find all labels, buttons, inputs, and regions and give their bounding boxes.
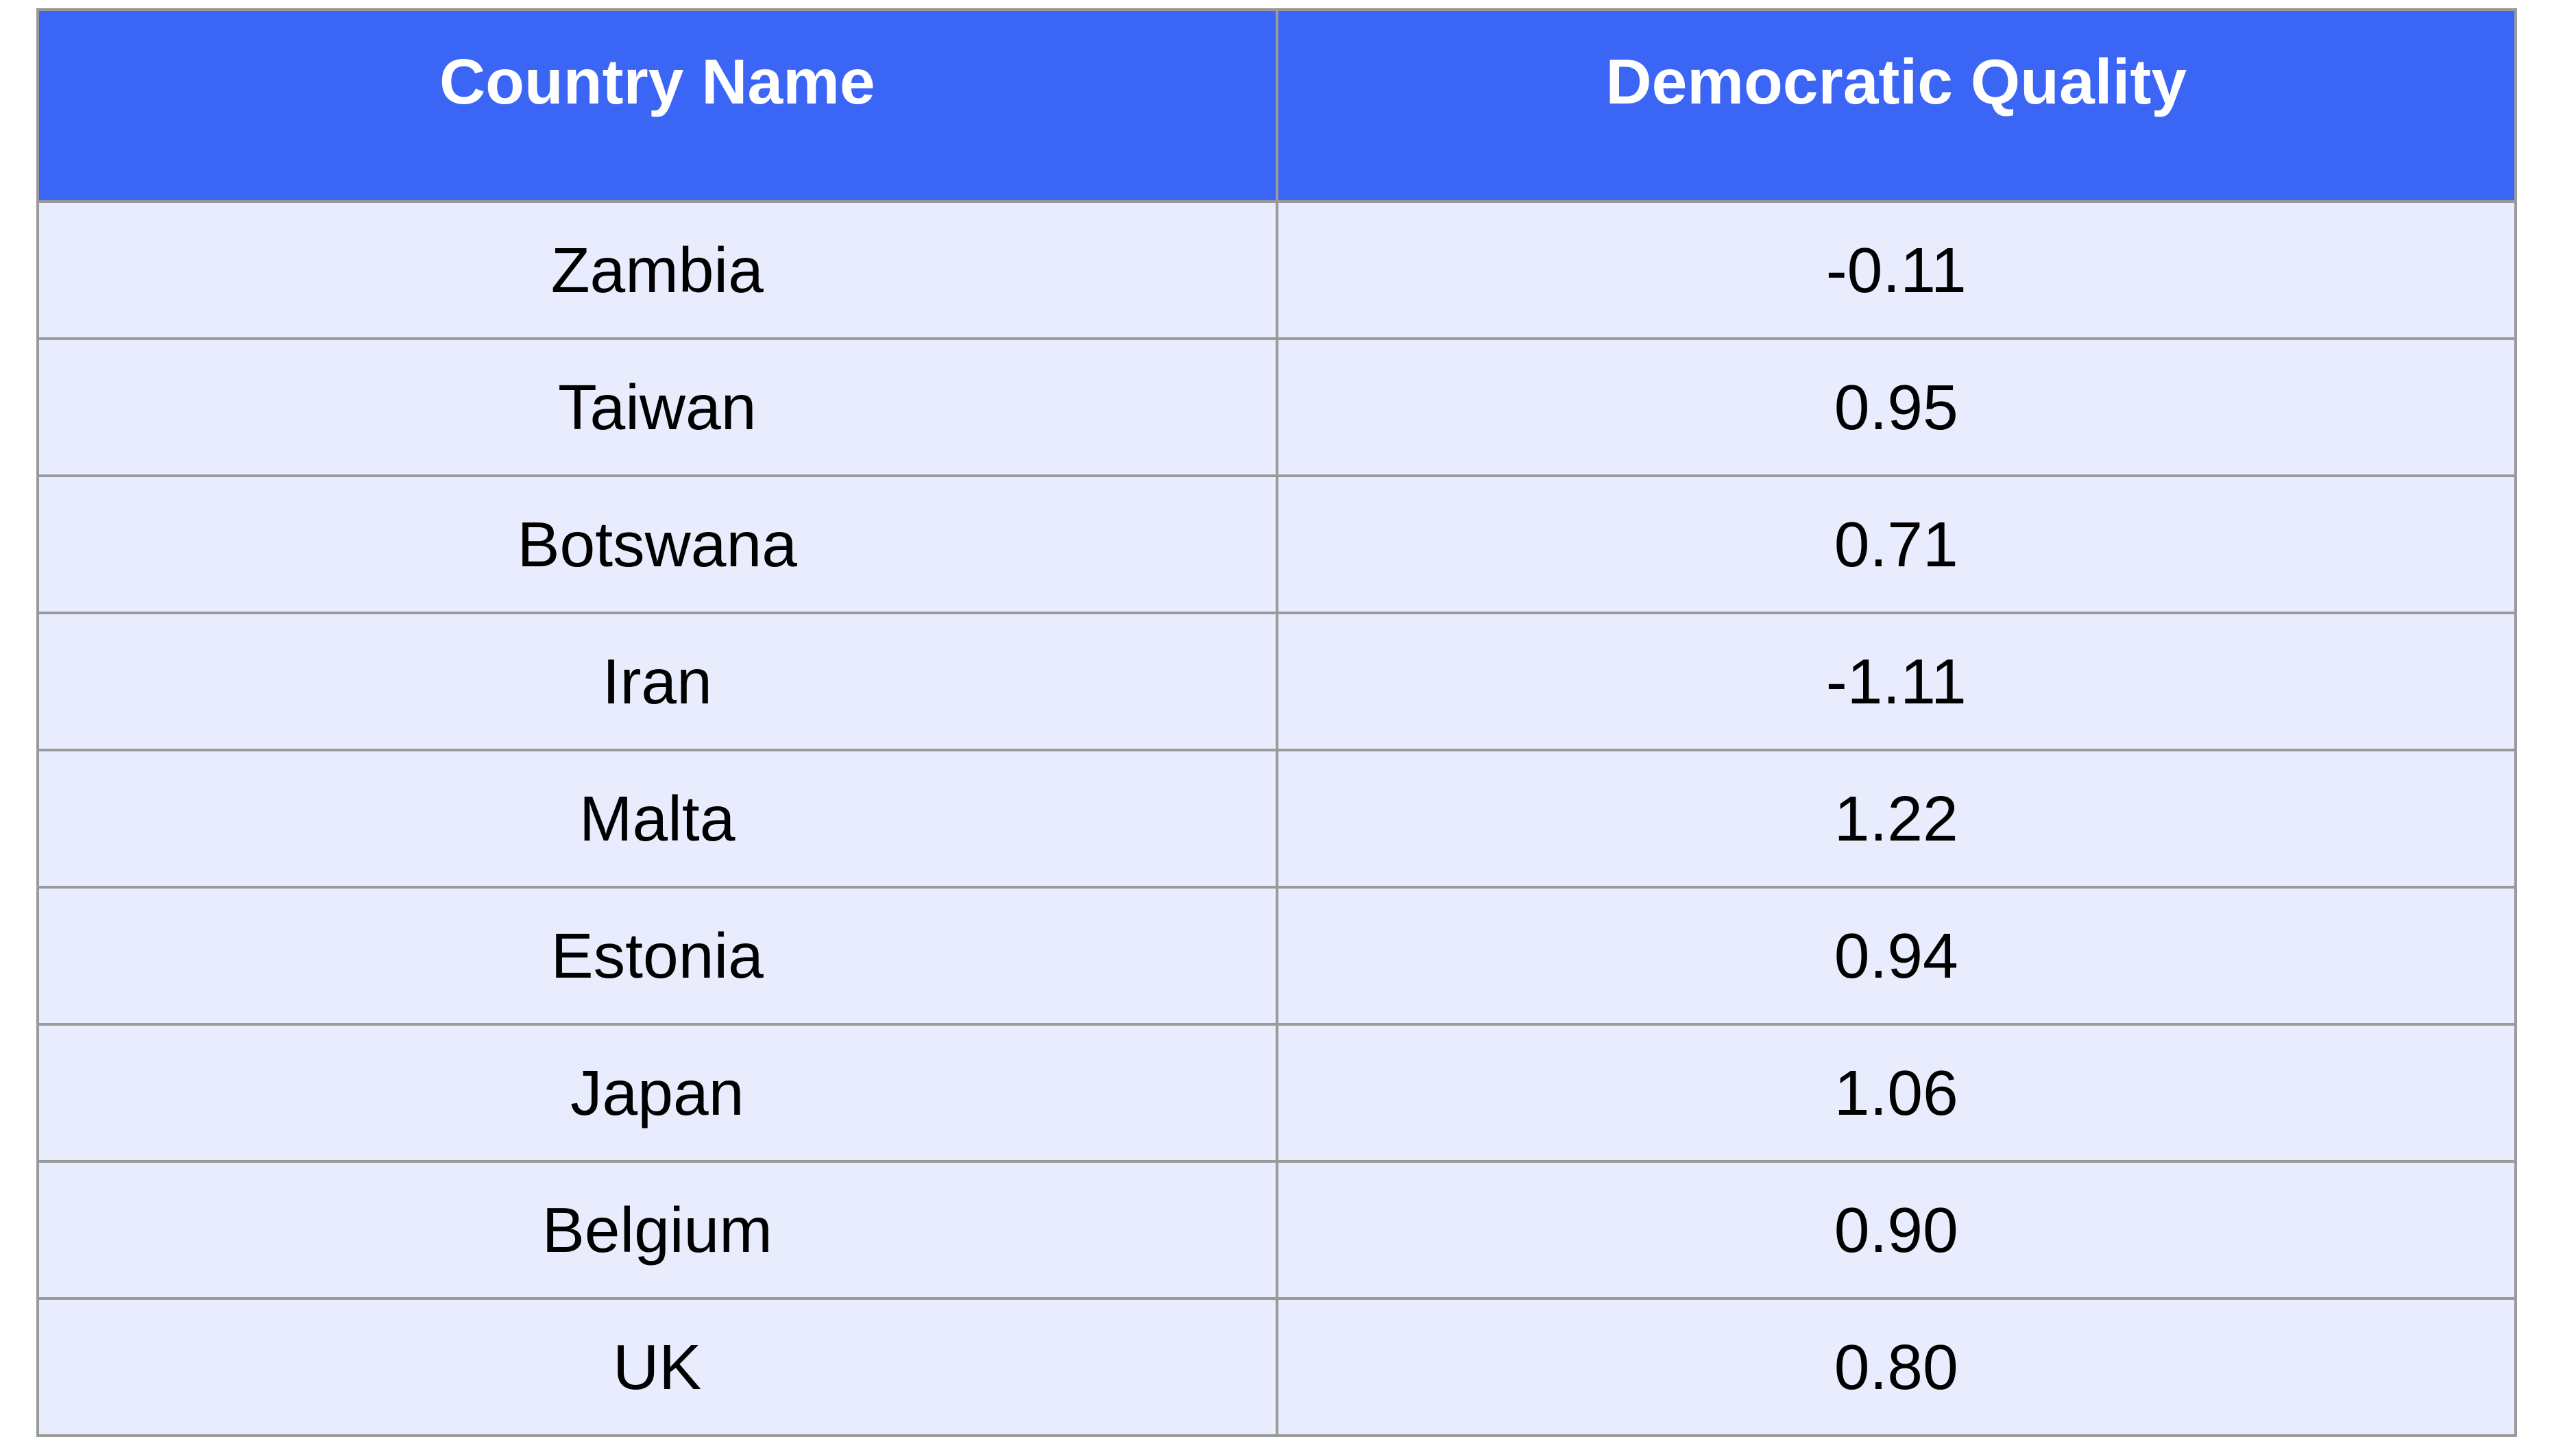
democratic-quality-cell: 0.71 <box>1275 474 2517 614</box>
column-header-democratic-quality: Democratic Quality <box>1275 8 2517 203</box>
table-row: Zambia -0.11 <box>36 200 2517 340</box>
table-row: Taiwan 0.95 <box>36 337 2517 477</box>
table-row: Botswana 0.71 <box>36 474 2517 614</box>
democratic-quality-cell: 0.95 <box>1275 337 2517 477</box>
country-name-cell: Japan <box>36 1023 1278 1163</box>
table-row: Japan 1.06 <box>36 1023 2517 1163</box>
table-row: Malta 1.22 <box>36 749 2517 889</box>
header-row: Country Name Democratic Quality <box>36 8 2517 203</box>
country-name-cell: Malta <box>36 749 1278 889</box>
democratic-quality-cell: -1.11 <box>1275 612 2517 751</box>
table-body: Zambia -0.11 Taiwan 0.95 Botswana 0.71 Iran -1.… <box>36 200 2517 1437</box>
democratic-quality-cell: 0.94 <box>1275 886 2517 1026</box>
country-name-cell: Zambia <box>36 200 1278 340</box>
country-name-cell: Taiwan <box>36 337 1278 477</box>
democratic-quality-cell: 1.22 <box>1275 749 2517 889</box>
table-row: Iran -1.11 <box>36 612 2517 751</box>
democratic-quality-cell: 1.06 <box>1275 1023 2517 1163</box>
democratic-quality-cell: 0.90 <box>1275 1160 2517 1300</box>
country-name-cell: Estonia <box>36 886 1278 1026</box>
column-header-country-name: Country Name <box>36 8 1278 203</box>
democratic-quality-cell: -0.11 <box>1275 200 2517 340</box>
country-name-cell: Iran <box>36 612 1278 751</box>
table-row: Belgium 0.90 <box>36 1160 2517 1300</box>
table-row: Estonia 0.94 <box>36 886 2517 1026</box>
data-table: Country Name Democratic Quality Zambia -0… <box>36 8 2517 1437</box>
table-row: UK 0.80 <box>36 1297 2517 1437</box>
democratic-quality-cell: 0.80 <box>1275 1297 2517 1437</box>
data-table-container: Country Name Democratic Quality Zambia -0… <box>36 8 2517 1437</box>
table-header: Country Name Democratic Quality <box>36 8 2517 203</box>
country-name-cell: Botswana <box>36 474 1278 614</box>
country-name-cell: Belgium <box>36 1160 1278 1300</box>
country-name-cell: UK <box>36 1297 1278 1437</box>
